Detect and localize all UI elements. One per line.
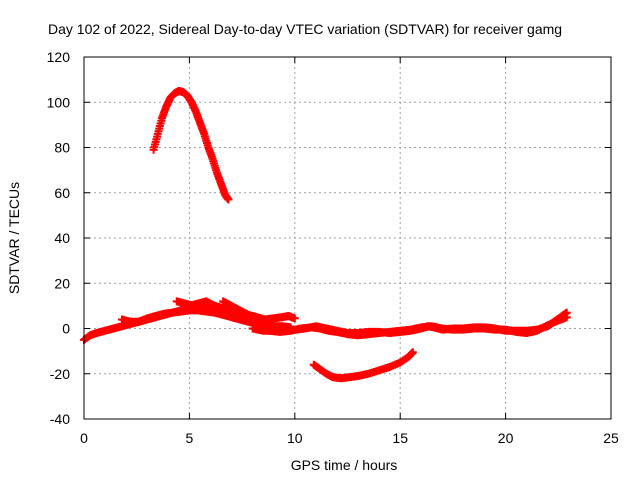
data-point (290, 314, 299, 323)
y-tick-label: 60 (54, 185, 70, 201)
data-points (80, 86, 571, 383)
y-axis-label: SDTVAR / TECUs (6, 182, 22, 294)
y-tick-label: 40 (54, 230, 70, 246)
y-tick-label: 100 (47, 94, 71, 110)
x-tick-label: 0 (80, 430, 88, 446)
y-tick-label: 120 (47, 49, 71, 65)
data-point (562, 313, 571, 322)
x-tick-label: 10 (287, 430, 303, 446)
series-arc-low-dip (309, 348, 417, 383)
y-tick-label: 20 (54, 275, 70, 291)
chart-title: Day 102 of 2022, Sidereal Day-to-day VTE… (48, 21, 562, 37)
x-axis-label: GPS time / hours (291, 457, 398, 473)
data-point (185, 306, 194, 315)
data-point (224, 195, 233, 204)
plot-frame (83, 56, 612, 420)
y-tick-label: -20 (50, 366, 70, 382)
data-point (408, 348, 417, 357)
series-arc-g (265, 313, 571, 340)
grid-lines (84, 57, 611, 419)
x-tick-label: 25 (603, 430, 619, 446)
series-arc-e (117, 306, 194, 326)
y-tick-label: 80 (54, 140, 70, 156)
series-arc-high-peak (149, 86, 233, 204)
y-tick-label: 0 (62, 321, 70, 337)
y-tick-label: -40 (50, 411, 70, 427)
x-tick-label: 20 (498, 430, 514, 446)
x-tick-label: 15 (392, 430, 408, 446)
x-tick-label: 5 (186, 430, 194, 446)
axis-ticks: 0 5 10 15 20 25 -40 -20 0 20 40 60 80 100 120 (47, 49, 619, 446)
